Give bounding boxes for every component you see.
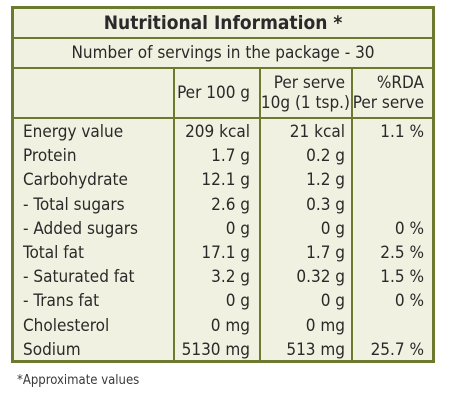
per-serve-value: 0 mg [305,316,345,336]
per-serve-value: 1.7 g [306,243,345,263]
per-serve-value: 21 kcal [289,122,345,142]
column-divider [259,67,261,360]
panel-title: Nutritional Information * [103,12,343,34]
header-rda: %RDA [376,73,424,93]
footnote: *Approximate values [17,373,140,388]
column-divider [173,67,175,360]
nutrient-name: Carbohydrate [23,170,128,190]
per-serve-value: 1.2 g [306,170,345,190]
divider [14,67,432,69]
nutrient-name: Sodium [23,340,81,360]
nutrient-name: - Added sugars [23,219,138,239]
per-100g-value: 17.1 g [201,243,250,263]
rda-value: 2.5 % [380,243,424,263]
nutrient-name: Total fat [23,243,85,263]
per-100g-value: 0 g [225,219,250,239]
header-serve-size: 10g (1 tsp.) [260,93,350,113]
rda-value: 1.5 % [380,267,424,287]
nutrient-name: Protein [23,146,77,166]
per-serve-value: 0 g [320,219,345,239]
per-100g-value: 0 g [225,291,250,311]
nutrition-panel: Nutritional Information * Number of serv… [11,6,435,363]
nutrient-name: - Trans fat [23,291,100,311]
nutrient-name: - Total sugars [23,195,125,215]
rda-value: 25.7 % [370,340,424,360]
header-per-100g: Per 100 g [177,83,250,103]
per-serve-value: 513 mg [286,340,345,360]
per-100g-value: 1.7 g [211,146,250,166]
per-100g-value: 12.1 g [201,170,250,190]
nutrient-name: Energy value [23,122,124,142]
per-100g-value: 2.6 g [211,195,250,215]
per-100g-value: 0 mg [210,316,250,336]
per-serve-value: 0 g [320,291,345,311]
column-divider [351,67,353,360]
header-per-serve: Per serve [273,73,345,93]
per-serve-value: 0.2 g [306,146,345,166]
rda-value: 1.1 % [380,122,424,142]
header-divider [14,117,432,119]
nutrient-name: - Saturated fat [23,267,135,287]
nutrient-name: Cholesterol [23,316,110,336]
divider [14,37,432,39]
per-100g-value: 209 kcal [185,122,250,142]
per-100g-value: 3.2 g [211,267,250,287]
per-serve-value: 0.32 g [296,267,345,287]
servings-line: Number of servings in the package - 30 [71,43,375,63]
per-serve-value: 0.3 g [306,195,345,215]
rda-value: 0 % [394,219,424,239]
rda-value: 0 % [394,291,424,311]
per-100g-value: 5130 mg [181,340,250,360]
header-rda-per-serve: Per serve [352,93,424,113]
